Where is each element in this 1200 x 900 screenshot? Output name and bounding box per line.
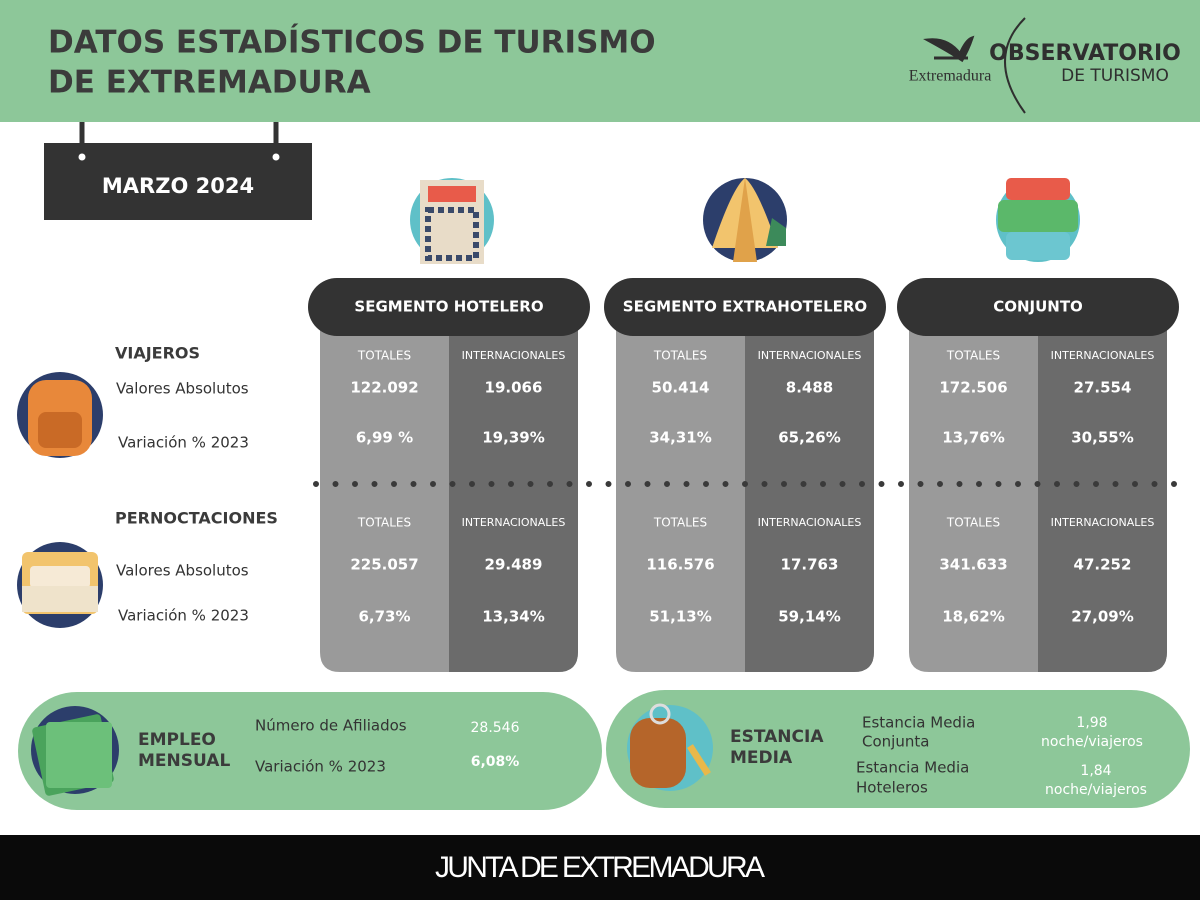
absolute-value: 19.066 <box>485 379 543 397</box>
empleo-label: Número de Afiliados <box>255 717 407 735</box>
section-label: VIAJEROS <box>115 344 200 363</box>
estancia-title: ESTANCIA <box>730 727 824 747</box>
variation-value: 27,09% <box>1071 608 1133 626</box>
row-label: Valores Absolutos <box>116 562 249 580</box>
absolute-value: 8.488 <box>786 379 833 397</box>
footer-text: JUNTA DE EXTREMADURA <box>435 851 765 884</box>
empleo-value: 6,08% <box>471 754 520 770</box>
title: DE EXTREMADURA <box>48 65 371 101</box>
variation-value: 13,76% <box>942 429 1004 447</box>
segment-pill <box>604 278 886 336</box>
variation-value: 6,73% <box>358 608 410 626</box>
segment-title: CONJUNTO <box>993 298 1083 316</box>
variation-value: 59,14% <box>778 608 840 626</box>
estancia-value: 1,84 <box>1080 763 1111 779</box>
column-header: TOTALES <box>946 516 1000 530</box>
bed-icon <box>17 542 103 628</box>
segment-pill <box>308 278 590 336</box>
money-icon <box>31 706 119 796</box>
absolute-value: 341.633 <box>939 556 1007 574</box>
logo-arc <box>1004 17 1026 114</box>
empleo-value: 28.546 <box>471 720 520 736</box>
variation-value: 19,39% <box>482 429 544 447</box>
estancia-panel <box>606 690 1190 808</box>
estancia-label: Hoteleros <box>856 779 928 797</box>
panel-right <box>449 330 578 672</box>
luggage-icon <box>996 178 1080 262</box>
segment-pill <box>897 278 1179 336</box>
absolute-value: 225.057 <box>350 556 418 574</box>
section-label: PERNOCTACIONES <box>115 509 278 528</box>
logo-text: DE TURISMO <box>1061 66 1169 86</box>
segment-title: SEGMENTO HOTELERO <box>354 298 543 316</box>
column-header: INTERNACIONALES <box>462 349 566 362</box>
row-label: Valores Absolutos <box>116 380 249 398</box>
absolute-value: 172.506 <box>939 379 1007 397</box>
row-label: Variación % 2023 <box>118 434 249 452</box>
estancia-label: Estancia Media <box>862 714 975 732</box>
logo-text: Extremadura <box>909 68 992 85</box>
variation-value: 6,99 % <box>356 429 413 447</box>
estancia-label: Conjunta <box>862 733 929 751</box>
estancia-title: MEDIA <box>730 748 793 768</box>
backpack-icon <box>17 372 103 458</box>
variation-value: 18,62% <box>942 608 1004 626</box>
variation-value: 65,26% <box>778 429 840 447</box>
absolute-value: 47.252 <box>1074 556 1132 574</box>
keys-icon <box>627 703 713 791</box>
variation-value: 13,34% <box>482 608 544 626</box>
column-header: INTERNACIONALES <box>462 516 566 529</box>
absolute-value: 50.414 <box>652 379 710 397</box>
title: DATOS ESTADÍSTICOS DE TURISMO <box>48 25 656 61</box>
absolute-value: 116.576 <box>646 556 714 574</box>
hotel-icon <box>410 178 494 264</box>
column-header: INTERNACIONALES <box>1051 349 1155 362</box>
segment-title: SEGMENTO EXTRAHOTELERO <box>623 298 867 316</box>
variation-value: 34,31% <box>649 429 711 447</box>
period-sign <box>44 143 312 220</box>
absolute-value: 122.092 <box>350 379 418 397</box>
empleo-label: Variación % 2023 <box>255 758 386 776</box>
sign-dot <box>272 153 280 161</box>
column-header: INTERNACIONALES <box>1051 516 1155 529</box>
estancia-label: Estancia Media <box>856 759 969 777</box>
column-header: TOTALES <box>946 349 1000 363</box>
footer <box>0 835 1200 900</box>
logo-text: OBSERVATORIO <box>989 41 1181 66</box>
variation-value: 30,55% <box>1071 429 1133 447</box>
period: MARZO 2024 <box>102 174 254 198</box>
panel-right <box>745 330 874 672</box>
row-label: Variación % 2023 <box>118 607 249 625</box>
empleo-panel <box>18 692 602 810</box>
sign-dot <box>78 153 86 161</box>
column-header: TOTALES <box>357 349 411 363</box>
logo-bird <box>923 35 975 63</box>
empleo-title: MENSUAL <box>138 751 230 771</box>
empleo-title: EMPLEO <box>138 730 216 750</box>
column-header: INTERNACIONALES <box>758 349 862 362</box>
column-header: TOTALES <box>653 516 707 530</box>
column-header: TOTALES <box>653 349 707 363</box>
absolute-value: 17.763 <box>781 556 839 574</box>
absolute-value: 27.554 <box>1074 379 1132 397</box>
variation-value: 51,13% <box>649 608 711 626</box>
estancia-value: 1,98 <box>1076 715 1107 731</box>
column-header: INTERNACIONALES <box>758 516 862 529</box>
panel-right <box>1038 330 1167 672</box>
column-header: TOTALES <box>357 516 411 530</box>
estancia-value: noche/viajeros <box>1045 782 1147 798</box>
header-band <box>0 0 1200 122</box>
tent-icon <box>703 178 787 262</box>
absolute-value: 29.489 <box>485 556 543 574</box>
estancia-value: noche/viajeros <box>1041 734 1143 750</box>
